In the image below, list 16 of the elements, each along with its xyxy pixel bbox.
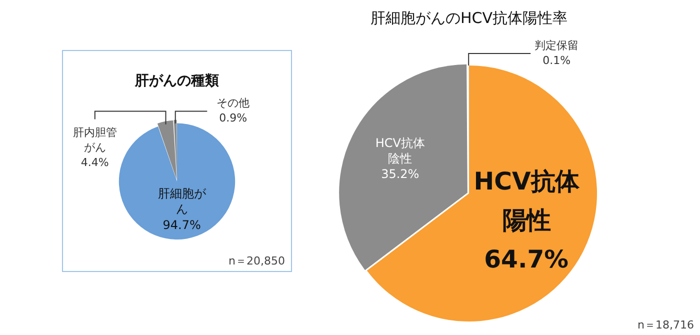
data-label: 64.7%	[484, 244, 568, 274]
chart-title: 肝細胞がんのHCV抗体陽性率	[370, 8, 568, 27]
text: n＝20,850	[228, 254, 285, 268]
data-label: 0.9%	[219, 112, 248, 125]
slice-label: その他	[216, 96, 250, 110]
slice-label: HCV抗体陽性	[474, 166, 580, 234]
data-label: 35.2%	[381, 167, 420, 182]
data-label: 4.4%	[80, 156, 109, 170]
chart-title: 肝がんの種類	[134, 73, 219, 90]
slice-label: 肝細胞がん	[158, 186, 207, 216]
data-label: 94.7%	[162, 218, 201, 232]
data-label: 0.1%	[542, 54, 571, 67]
slice-label: 肝内胆管がん	[72, 126, 117, 154]
slice-label: 判定保留	[534, 38, 579, 52]
slice-label: HCV抗体陰性	[375, 136, 425, 166]
text: n＝18,716	[638, 318, 694, 332]
